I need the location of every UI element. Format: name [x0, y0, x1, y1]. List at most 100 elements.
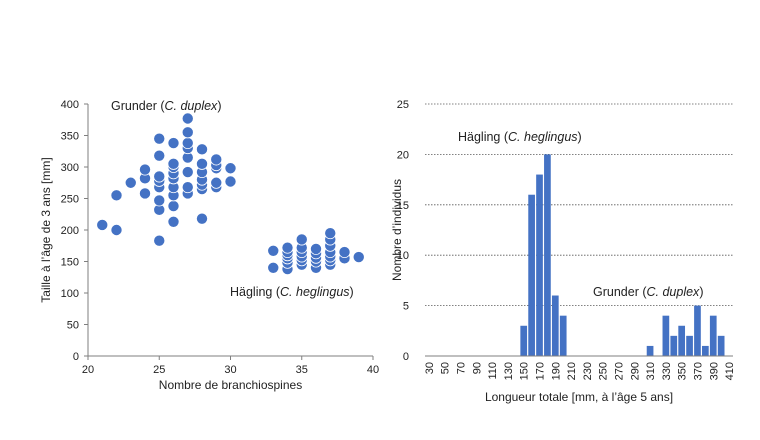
scatter-point-grunder: [153, 234, 166, 247]
histogram-bar: [662, 315, 670, 356]
x-tick-label: 270: [613, 362, 625, 380]
histogram-chart: 0 5 10 15 20 25 30 50 70 90 110 130 150 170 190 210 230 2…: [390, 99, 736, 404]
y-tick-label: 200: [61, 225, 79, 237]
x-tick-label: 20: [82, 364, 94, 376]
annotation-grunder-prefix: Grunder (: [593, 285, 647, 299]
scatter-point-hagling: [338, 246, 351, 259]
annotation-hagling-species: C. heglingus: [508, 130, 578, 144]
y-tick-label: 250: [61, 194, 79, 206]
x-tick-label: 35: [296, 364, 308, 376]
y-axis-title: Nombre d’individus: [390, 179, 404, 281]
x-tick-label: 310: [645, 362, 657, 380]
scatter-point-grunder: [110, 223, 123, 236]
x-tick-label: 190: [550, 362, 562, 380]
x-axis-title: Longueur totale [mm, à l’âge 5 ans]: [485, 390, 673, 404]
annotation-grunder-suffix: ): [699, 285, 703, 299]
y-tick-label: 15: [397, 200, 409, 212]
annotation-grunder: Grunder (C. duplex): [593, 285, 703, 299]
x-tick-label: 30: [224, 364, 236, 376]
histogram-bar: [544, 154, 551, 356]
scatter-point-grunder: [167, 137, 180, 150]
y-axis-title: Taille à l’âge de 3 ans [mm]: [39, 157, 53, 302]
histogram-bar: [709, 315, 717, 356]
annotation-hagling-suffix: ): [350, 285, 354, 299]
scatter-point-grunder: [210, 176, 223, 189]
x-tick-label: 90: [471, 362, 483, 374]
histogram-bar: [678, 325, 686, 356]
scatter-point-grunder: [138, 187, 151, 200]
scatter-point-hagling: [281, 241, 294, 254]
histogram-bar: [520, 325, 528, 356]
annotation-grunder-suffix: ): [217, 99, 221, 113]
x-tick-label: 230: [582, 362, 594, 380]
y-tick-label: 25: [397, 99, 409, 111]
x-tick-label: 390: [708, 362, 720, 380]
histogram-bar: [559, 315, 567, 356]
scatter-point-grunder: [181, 137, 194, 150]
scatter-point-grunder: [210, 153, 223, 166]
annotation-hagling: Hägling (C. heglingus): [230, 285, 354, 299]
x-tick-label: 350: [677, 362, 689, 380]
scatter-point-hagling: [267, 244, 280, 257]
scatter-point-grunder: [110, 189, 123, 202]
x-tick-label: 370: [692, 362, 704, 380]
y-tick-label: 0: [73, 351, 79, 363]
scatter-point-grunder: [195, 212, 208, 225]
y-tick-label: 50: [67, 320, 79, 332]
scatter-point-hagling: [352, 251, 365, 264]
histogram-bar: [686, 335, 693, 356]
histogram-bar: [551, 295, 559, 356]
scatter-point-grunder: [181, 166, 194, 179]
x-axis-title: Nombre de branchiospines: [159, 378, 302, 392]
scatter-point-hagling: [309, 242, 322, 255]
scatter-point-grunder: [153, 149, 166, 162]
annotation-hagling-suffix: ): [578, 130, 582, 144]
y-tick-label: 400: [61, 99, 79, 111]
annotation-grunder-species: C. duplex: [165, 99, 219, 113]
histogram-bar: [528, 194, 535, 356]
scatter-point-grunder: [153, 170, 166, 183]
x-tick-label: 150: [519, 362, 531, 380]
scatter-point-hagling: [295, 233, 308, 246]
scatter-point-grunder: [224, 162, 237, 175]
annotation-grunder-prefix: Grunder (: [111, 99, 165, 113]
histogram-bar: [670, 335, 678, 356]
y-tick-label: 10: [397, 250, 409, 262]
annotation-hagling-prefix: Hägling (: [458, 130, 509, 144]
x-tick-label: 30: [424, 362, 436, 374]
scatter-point-grunder: [181, 112, 194, 125]
scatter-point-hagling: [267, 261, 280, 274]
scatter-point-grunder: [167, 157, 180, 170]
scatter-point-grunder: [124, 176, 137, 189]
scatter-point-grunder: [224, 175, 237, 188]
y-tick-label: 100: [61, 288, 79, 300]
y-tick-label: 0: [403, 351, 409, 363]
x-tick-label: 290: [629, 362, 641, 380]
x-tick-label: 50: [440, 362, 452, 374]
x-tick-label: 25: [153, 364, 165, 376]
annotation-hagling-prefix: Hägling (: [230, 285, 281, 299]
scatter-point-grunder: [167, 200, 180, 213]
x-tick-label: 40: [367, 364, 379, 376]
x-tick-label: 130: [503, 362, 515, 380]
y-tick-label: 20: [397, 149, 409, 161]
annotation-grunder: Grunder (C. duplex): [111, 99, 221, 113]
histogram-bar: [536, 174, 543, 356]
y-tick-label: 350: [61, 131, 79, 143]
scatter-point-grunder: [153, 132, 166, 145]
scatter-point-grunder: [195, 143, 208, 156]
scatter-point-grunder: [181, 181, 194, 194]
scatter-point-grunder: [138, 163, 151, 176]
scatter-point-grunder: [167, 215, 180, 228]
scatter-point-grunder: [181, 126, 194, 139]
annotation-hagling: Hägling (C. heglingus): [458, 130, 582, 144]
histogram-bar: [702, 345, 709, 356]
x-tick-label: 110: [487, 362, 499, 380]
scatter-point-grunder: [96, 218, 109, 231]
x-tick-label: 70: [456, 362, 468, 374]
x-tick-label: 330: [661, 362, 673, 380]
annotation-grunder-species: C. duplex: [647, 285, 701, 299]
annotation-hagling-species: C. heglingus: [280, 285, 350, 299]
x-tick-label: 170: [535, 362, 547, 380]
